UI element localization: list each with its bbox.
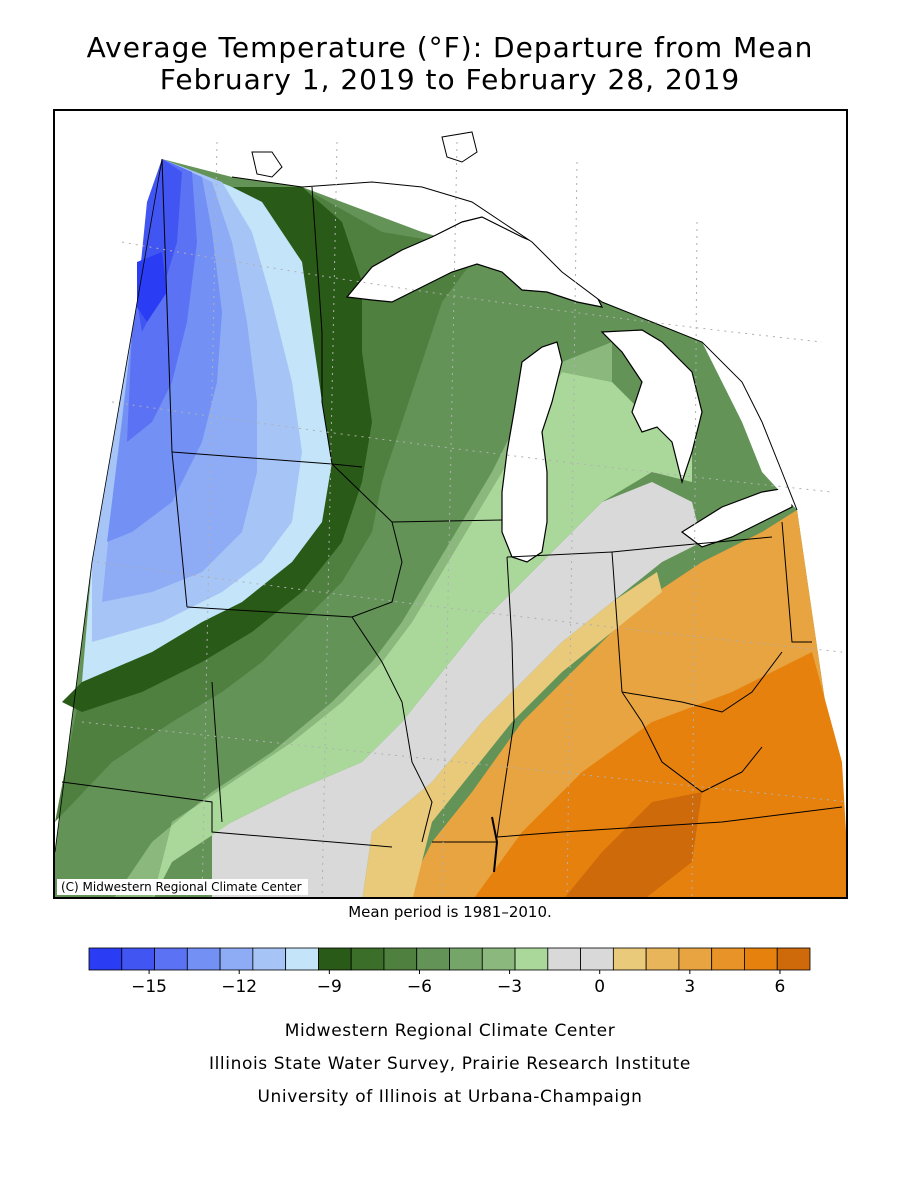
legend-swatch — [711, 947, 745, 971]
legend-tick-label: −12 — [221, 977, 257, 997]
zone-near-normal — [212, 482, 702, 897]
zone-warm-dark-orange — [565, 792, 702, 897]
lake-of-the-woods — [251, 151, 283, 178]
lake-huron — [600, 329, 703, 485]
legend-swatch — [776, 947, 811, 971]
legend-swatch — [514, 947, 549, 971]
lake-erie — [680, 486, 793, 548]
color-legend: −15 −12 −9 −6 −3 0 3 6 — [88, 947, 811, 997]
lake-michigan — [501, 341, 563, 563]
legend-swatch — [416, 947, 450, 971]
graticule — [81, 141, 846, 897]
legend-swatch — [383, 947, 418, 971]
legend-swatch — [481, 947, 516, 971]
legend-swatch — [645, 947, 680, 971]
ontario-shore — [231, 176, 798, 511]
legend-swatches — [88, 947, 811, 971]
temperature-departure-map — [55, 111, 846, 897]
lake-superior — [345, 216, 604, 308]
legend-tick-label: −6 — [407, 977, 432, 997]
legend-swatch — [449, 947, 483, 971]
mean-period-note: Mean period is 1981–2010. — [348, 903, 552, 921]
legend-tick-label: −3 — [497, 977, 522, 997]
zone-cold-blue-4 — [127, 159, 197, 442]
legend-swatch — [121, 947, 155, 971]
footer-survey: Illinois State Water Survey, Prairie Res… — [209, 1054, 691, 1074]
footer-org: Midwestern Regional Climate Center — [284, 1021, 616, 1041]
legend-tick-label: 6 — [775, 977, 786, 997]
legend-swatch — [154, 947, 188, 971]
isle-royale — [441, 131, 478, 163]
ontario-land — [162, 111, 846, 510]
legend-tick-label: −9 — [317, 977, 342, 997]
legend-swatch — [744, 947, 778, 971]
legend-tick-label: 3 — [684, 977, 695, 997]
map-domain-outline — [55, 158, 163, 853]
legend-swatch — [580, 947, 614, 971]
legend-ticks: −15 −12 −9 −6 −3 0 3 6 — [131, 970, 785, 997]
map-date-range: February 1, 2019 to February 28, 2019 — [159, 63, 741, 96]
zone-warm-light — [362, 572, 662, 897]
zone-slight-below — [153, 372, 692, 897]
zone-cold-blue-6 — [137, 252, 167, 322]
legend-swatch — [350, 947, 385, 971]
legend-swatch — [547, 947, 581, 971]
legend-tick-label: −15 — [131, 977, 167, 997]
copyright-label: (C) Midwestern Regional Climate Center — [57, 879, 308, 895]
legend-tick-label: 0 — [594, 977, 605, 997]
legend-swatch — [285, 947, 319, 971]
legend-swatch — [186, 947, 221, 971]
legend-swatch — [318, 947, 352, 971]
map-panel: (C) Midwestern Regional Climate Center — [53, 109, 848, 899]
legend-swatch — [88, 947, 123, 971]
footer-university: University of Illinois at Urbana-Champai… — [257, 1087, 643, 1107]
legend-swatch — [252, 947, 287, 971]
legend-swatch — [219, 947, 254, 971]
legend-swatch — [612, 947, 647, 971]
legend-swatch — [678, 947, 713, 971]
river-mark — [491, 816, 499, 873]
state-borders — [61, 158, 843, 848]
zone-light-green-2 — [114, 342, 612, 897]
map-title: Average Temperature (°F): Departure from… — [86, 31, 814, 64]
zone-darkest-green — [62, 187, 372, 712]
